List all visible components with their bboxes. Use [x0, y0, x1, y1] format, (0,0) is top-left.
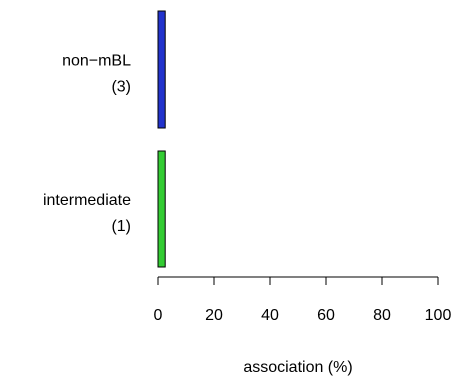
category-count-0: (3): [111, 79, 131, 96]
bar-1: [157, 150, 166, 268]
x-tick-label-5: 100: [425, 307, 452, 324]
category-label-0: non−mBL: [62, 53, 131, 70]
x-axis-title: association (%): [243, 359, 352, 376]
x-tick-label-0: 0: [154, 307, 163, 324]
bars-layer: [157, 10, 166, 268]
category-count-1: (1): [111, 218, 131, 235]
category-label-1: intermediate: [43, 192, 131, 209]
x-tick-label-3: 60: [317, 307, 335, 324]
x-tick-label-2: 40: [261, 307, 279, 324]
bar-0: [157, 10, 166, 129]
x-tick-label-4: 80: [373, 307, 391, 324]
category-labels: non−mBL (3) intermediate (1): [43, 53, 131, 236]
x-axis: 0 20 40 60 80 100: [154, 276, 452, 324]
x-tick-label-1: 20: [205, 307, 223, 324]
